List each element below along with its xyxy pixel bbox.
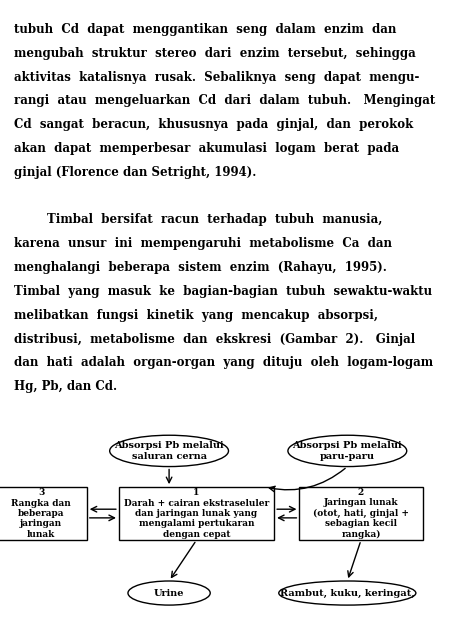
Text: Timbal  yang  masuk  ke  bagian-bagian  tubuh  sewaktu-waktu: Timbal yang masuk ke bagian-bagian tubuh… xyxy=(14,285,432,298)
FancyArrowPatch shape xyxy=(269,469,345,492)
Text: Cd  sangat  beracun,  khususnya  pada  ginjal,  dan  perokok: Cd sangat beracun, khususnya pada ginjal… xyxy=(14,118,413,131)
Text: Hg, Pb, dan Cd.: Hg, Pb, dan Cd. xyxy=(14,380,117,393)
Text: ginjal (Florence dan Setright, 1994).: ginjal (Florence dan Setright, 1994). xyxy=(14,166,256,179)
Text: aktivitas  katalisnya  rusak.  Sebaliknya  seng  dapat  mengu-: aktivitas katalisnya rusak. Sebaliknya s… xyxy=(14,70,419,84)
Text: melibatkan  fungsi  kinetik  yang  mencakup  absorpsi,: melibatkan fungsi kinetik yang mencakup … xyxy=(14,309,377,321)
Text: Timbal  bersifat  racun  terhadap  tubuh  manusia,: Timbal bersifat racun terhadap tubuh man… xyxy=(14,214,382,226)
Text: 3
Rangka dan
beberapa
jaringan
lunak: 3 Rangka dan beberapa jaringan lunak xyxy=(11,488,71,539)
Bar xyxy=(0,487,87,540)
Text: Absorpsi Pb melalui
paru-paru: Absorpsi Pb melalui paru-paru xyxy=(292,441,402,460)
Text: karena  unsur  ini  mempengaruhi  metabolisme  Ca  dan: karena unsur ini mempengaruhi metabolism… xyxy=(14,237,392,250)
Text: Absorpsi Pb melalui
saluran cerna: Absorpsi Pb melalui saluran cerna xyxy=(114,441,224,460)
Text: Urine: Urine xyxy=(154,588,184,597)
Text: mengubah  struktur  stereo  dari  enzim  tersebut,  sehingga: mengubah struktur stereo dari enzim ters… xyxy=(14,47,415,60)
Text: 1
Darah + cairan ekstraseluler
dan jaringan lunak yang
mengalami pertukaran
deng: 1 Darah + cairan ekstraseluler dan jarin… xyxy=(124,488,269,539)
Text: dan  hati  adalah  organ-organ  yang  dituju  oleh  logam-logam: dan hati adalah organ-organ yang dituju … xyxy=(14,356,433,370)
Text: tubuh  Cd  dapat  menggantikan  seng  dalam  enzim  dan: tubuh Cd dapat menggantikan seng dalam e… xyxy=(14,23,396,36)
Text: rangi  atau  mengeluarkan  Cd  dari  dalam  tubuh.   Mengingat: rangi atau mengeluarkan Cd dari dalam tu… xyxy=(14,94,435,107)
Text: Rambut, kuku, keringat,: Rambut, kuku, keringat, xyxy=(280,588,414,598)
Text: 2
Jaringan lunak
(otot, hati, ginjal +
sebagian kecil
rangka): 2 Jaringan lunak (otot, hati, ginjal + s… xyxy=(313,488,409,539)
Text: distribusi,  metabolisme  dan  ekskresi  (Gambar  2).   Ginjal: distribusi, metabolisme dan ekskresi (Ga… xyxy=(14,333,415,346)
Bar xyxy=(119,487,274,540)
Text: akan  dapat  memperbesar  akumulasi  logam  berat  pada: akan dapat memperbesar akumulasi logam b… xyxy=(14,142,399,155)
Bar xyxy=(299,487,423,540)
Text: menghalangi  beberapa  sistem  enzim  (Rahayu,  1995).: menghalangi beberapa sistem enzim (Rahay… xyxy=(14,261,387,274)
